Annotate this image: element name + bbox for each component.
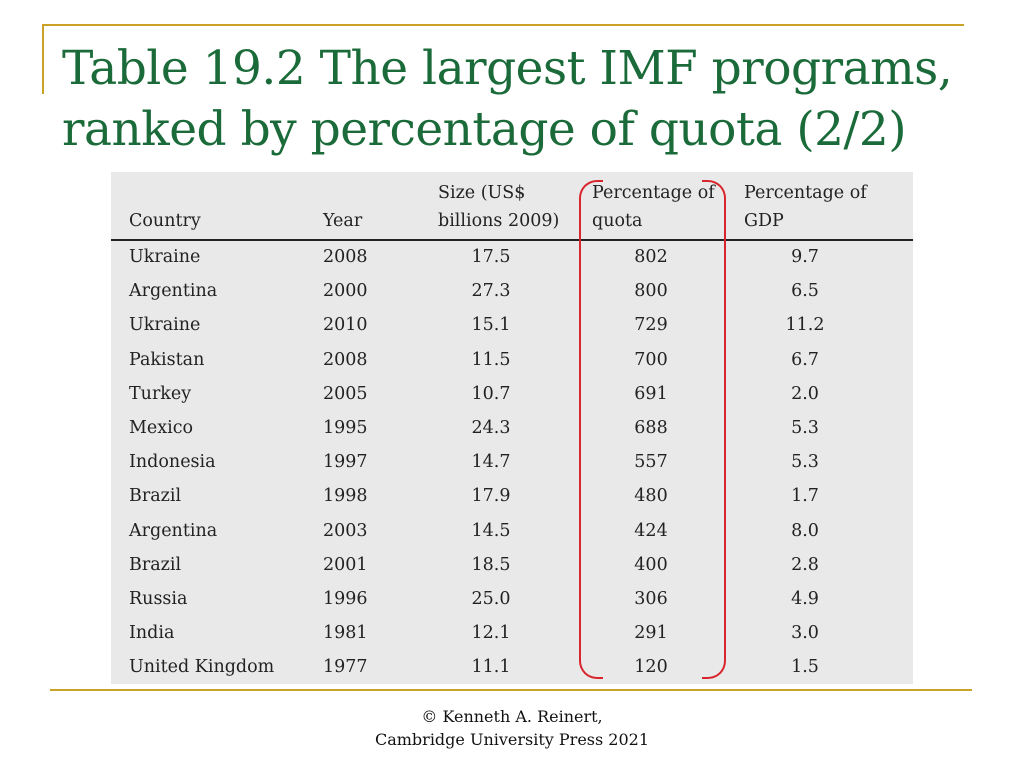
cell-country: Pakistan [129, 349, 205, 370]
table-row: Argentina 2003 14.5 424 8.0 [111, 514, 913, 548]
cell-country: Indonesia [129, 452, 216, 473]
cell-year: 1996 [323, 588, 368, 609]
copyright-footer: © Kenneth A. Reinert, Cambridge Universi… [312, 705, 712, 751]
cell-quota: 306 [634, 588, 668, 609]
imf-programs-table: Country Year Size (US$ billions 2009) Pe… [111, 172, 913, 684]
cell-quota: 557 [634, 452, 668, 473]
cell-size: 18.5 [471, 554, 511, 575]
cell-year: 1977 [323, 657, 368, 678]
cell-gdp: 2.8 [791, 554, 819, 575]
cell-year: 1998 [323, 486, 368, 507]
table-row: Brazil 1998 17.9 480 1.7 [111, 479, 913, 513]
header-size-line1: Size (US$ [438, 183, 526, 203]
cell-gdp: 4.9 [791, 588, 819, 609]
cell-quota: 400 [634, 554, 668, 575]
cell-year: 2008 [323, 349, 368, 370]
cell-size: 15.1 [471, 315, 511, 336]
cell-quota: 729 [634, 315, 668, 336]
cell-size: 24.3 [471, 417, 511, 438]
header-gdp-line2: GDP [744, 211, 784, 231]
header-quota-line2: quota [592, 211, 643, 231]
cell-size: 10.7 [471, 383, 511, 404]
header-country: Country [129, 211, 201, 231]
cell-year: 1981 [323, 623, 368, 644]
cell-size: 27.3 [471, 281, 511, 302]
cell-quota: 291 [634, 623, 668, 644]
table-row: Brazil 2001 18.5 400 2.8 [111, 548, 913, 582]
table-row: Argentina 2000 27.3 800 6.5 [111, 274, 913, 308]
cell-country: India [129, 623, 175, 644]
cell-year: 1997 [323, 452, 368, 473]
cell-gdp: 1.7 [791, 486, 819, 507]
cell-gdp: 3.0 [791, 623, 819, 644]
highlight-bracket-right [702, 180, 726, 679]
cell-country: United Kingdom [129, 657, 275, 678]
cell-size: 14.5 [471, 520, 511, 541]
cell-size: 17.9 [471, 486, 511, 507]
cell-gdp: 5.3 [791, 417, 819, 438]
table-row: Pakistan 2008 11.5 700 6.7 [111, 343, 913, 377]
cell-size: 17.5 [471, 247, 511, 267]
cell-country: Turkey [129, 383, 192, 404]
cell-quota: 700 [634, 349, 668, 370]
header-size-line2: billions 2009) [438, 211, 560, 231]
header-year: Year [323, 211, 363, 231]
cell-size: 11.1 [471, 657, 511, 678]
cell-gdp: 11.2 [785, 315, 825, 336]
cell-quota: 120 [634, 657, 668, 678]
left-rule [42, 24, 44, 94]
cell-year: 2001 [323, 554, 368, 575]
table-row: United Kingdom 1977 11.1 120 1.5 [111, 650, 913, 684]
cell-year: 2000 [323, 281, 368, 302]
cell-quota: 800 [634, 281, 668, 302]
cell-country: Ukraine [129, 247, 201, 267]
cell-gdp: 5.3 [791, 452, 819, 473]
cell-size: 12.1 [471, 623, 511, 644]
header-gdp-line1: Percentage of [744, 183, 867, 203]
cell-quota: 688 [634, 417, 668, 438]
table-body: Ukraine 2008 17.5 802 9.7 Argentina 2000 27.3 80… [111, 240, 913, 684]
table-row: Russia 1996 25.0 306 4.9 [111, 582, 913, 616]
cell-country: Brazil [129, 486, 182, 507]
cell-year: 2003 [323, 520, 368, 541]
header-quota-line1: Percentage of [592, 183, 715, 203]
footer-line1: © Kenneth A. Reinert, [421, 707, 603, 726]
cell-gdp: 9.7 [791, 247, 819, 267]
cell-gdp: 6.5 [791, 281, 819, 302]
highlight-bracket-left [579, 180, 603, 679]
footer-line2: Cambridge University Press 2021 [374, 730, 650, 749]
bottom-rule [50, 689, 972, 691]
table-row: Indonesia 1997 14.7 557 5.3 [111, 445, 913, 479]
cell-year: 1995 [323, 417, 368, 438]
cell-gdp: 6.7 [791, 349, 819, 370]
cell-year: 2008 [323, 247, 368, 267]
cell-size: 14.7 [471, 452, 511, 473]
slide-title: Table 19.2 The largest IMF programs, ran… [62, 41, 953, 157]
table-row: Ukraine 2008 17.5 802 9.7 [111, 240, 913, 274]
cell-country: Brazil [129, 554, 182, 575]
cell-year: 2005 [323, 383, 368, 404]
cell-gdp: 1.5 [791, 657, 819, 678]
cell-quota: 480 [634, 486, 668, 507]
table-row: Ukraine 2010 15.1 729 11.2 [111, 308, 913, 342]
header-divider [111, 239, 913, 241]
table-row: Turkey 2005 10.7 691 2.0 [111, 377, 913, 411]
cell-quota: 802 [634, 247, 668, 267]
cell-country: Russia [129, 588, 188, 609]
table-row: Mexico 1995 24.3 688 5.3 [111, 411, 913, 445]
cell-size: 25.0 [471, 588, 511, 609]
cell-quota: 424 [634, 520, 668, 541]
cell-size: 11.5 [471, 349, 511, 370]
cell-gdp: 2.0 [791, 383, 819, 404]
cell-gdp: 8.0 [791, 520, 819, 541]
cell-country: Mexico [129, 417, 194, 438]
top-rule [42, 24, 964, 26]
cell-year: 2010 [323, 315, 368, 336]
cell-country: Ukraine [129, 315, 201, 336]
cell-quota: 691 [634, 383, 668, 404]
cell-country: Argentina [129, 520, 218, 541]
cell-country: Argentina [129, 281, 218, 302]
table-row: India 1981 12.1 291 3.0 [111, 616, 913, 650]
